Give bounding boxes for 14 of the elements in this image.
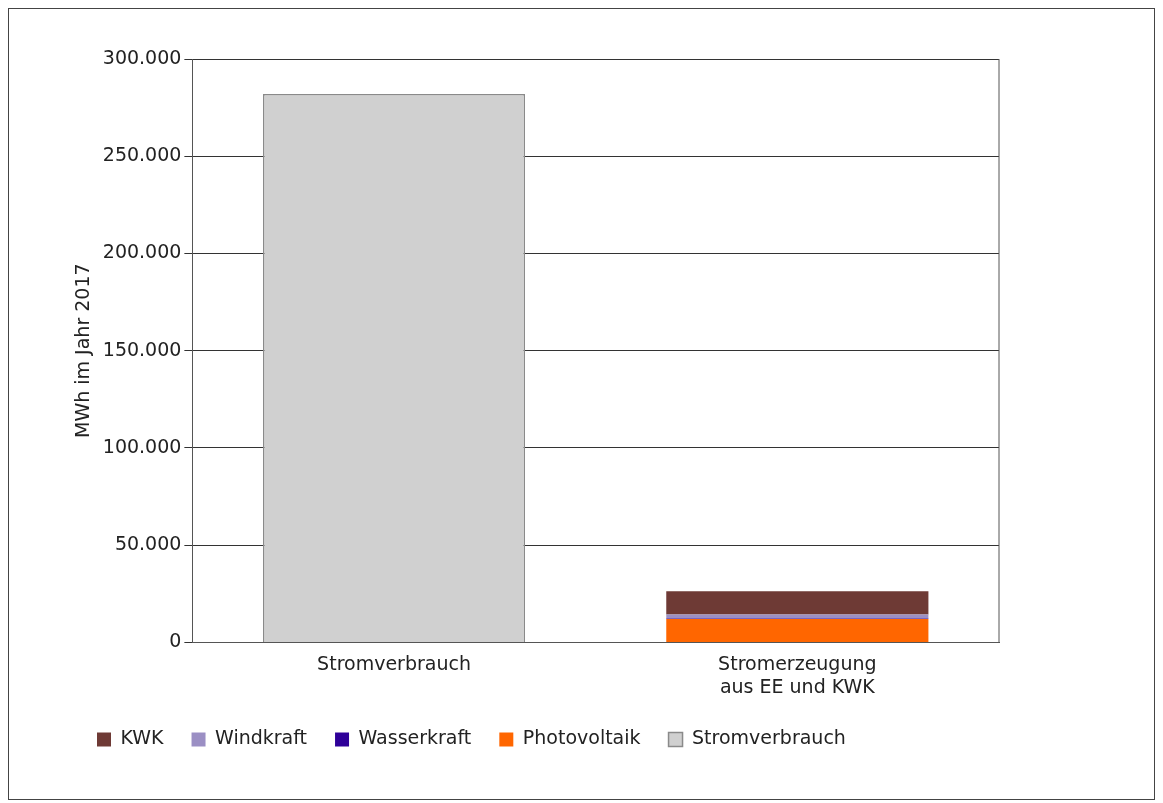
- y-tick-label: 300.000: [102, 45, 182, 68]
- y-tick-label: 200.000: [102, 240, 182, 263]
- y-tick-label: 100.000: [102, 434, 182, 457]
- y-tick-label: 150.000: [102, 337, 182, 360]
- y-axis-title: MWh im Jahr 2017: [71, 263, 94, 438]
- legend-label: Stromverbrauch: [692, 726, 846, 749]
- x-tick-label: Stromerzeugung aus EE und KWK: [718, 651, 877, 697]
- y-tick-label: 0: [169, 629, 182, 652]
- legend-label: Windkraft: [215, 726, 308, 749]
- y-tick-label: 250.000: [102, 143, 182, 166]
- y-tick-label: 50.000: [114, 532, 182, 555]
- legend-label: Wasserkraft: [358, 726, 472, 749]
- legend-label: KWK: [120, 726, 165, 749]
- legend-label: Photovoltaik: [522, 726, 641, 749]
